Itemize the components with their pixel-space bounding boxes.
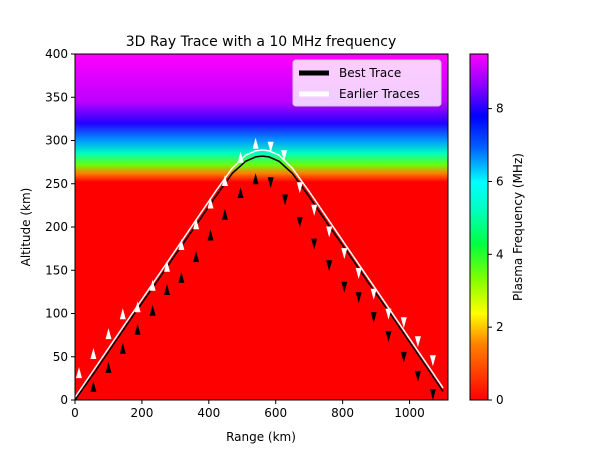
y-tick-label-0: 0 xyxy=(60,393,68,407)
black-marker-7 xyxy=(193,251,200,263)
black-marker-15 xyxy=(311,238,318,250)
black-marker-2 xyxy=(119,342,126,354)
x-tick-label-3: 600 xyxy=(264,406,287,420)
y-tick-label-7: 350 xyxy=(45,90,68,104)
white-marker-22 xyxy=(400,317,407,329)
white-marker-2 xyxy=(105,328,112,340)
y-tick-label-4: 200 xyxy=(45,220,68,234)
white-marker-21 xyxy=(385,308,392,320)
white-marker-3 xyxy=(119,308,126,320)
x-tick-label-2: 400 xyxy=(197,406,220,420)
x-axis-label: Range (km) xyxy=(226,430,296,444)
black-marker-14 xyxy=(296,216,303,228)
white-marker-4 xyxy=(134,301,141,313)
y-tick-label-6: 300 xyxy=(45,134,68,148)
series-line-0 xyxy=(75,155,444,400)
white-marker-14 xyxy=(281,150,288,162)
white-marker-24 xyxy=(429,355,436,367)
y-tick-label-3: 150 xyxy=(45,263,68,277)
colorbar-tick-label-2: 4 xyxy=(496,247,504,261)
colorbar-tick-label-4: 8 xyxy=(496,102,504,116)
black-marker-16 xyxy=(326,260,333,272)
white-marker-1 xyxy=(90,348,97,359)
x-tick-label-0: 0 xyxy=(71,406,79,420)
x-tick-label-5: 1000 xyxy=(394,406,425,420)
colorbar-tick-label-1: 2 xyxy=(496,320,504,334)
x-axis: 0 200 400 600 800 1000 xyxy=(71,400,425,420)
colorbar-tick-label-3: 6 xyxy=(496,174,504,188)
colorbar-ticks: 0 2 4 6 8 xyxy=(488,102,504,407)
white-marker-11 xyxy=(237,151,244,163)
colorbar-label: Plasma Frequency (MHz) xyxy=(511,153,525,301)
black-marker-8 xyxy=(207,229,214,241)
legend-label-earlier: Earlier Traces xyxy=(339,87,420,101)
legend: Best Trace Earlier Traces xyxy=(292,59,442,107)
black-marker-3 xyxy=(134,323,141,335)
white-marker-20 xyxy=(370,288,377,300)
white-marker-8 xyxy=(193,218,200,230)
white-marker-17 xyxy=(326,226,333,238)
black-marker-0 xyxy=(90,380,97,392)
plasma-field xyxy=(75,54,448,400)
black-marker-11 xyxy=(252,173,259,185)
black-marker-10 xyxy=(237,187,244,199)
black-marker-5 xyxy=(164,284,170,295)
black-marker-20 xyxy=(385,331,392,343)
black-marker-9 xyxy=(221,208,228,220)
white-marker-12 xyxy=(252,137,259,149)
legend-box xyxy=(292,59,442,107)
white-marker-7 xyxy=(178,239,185,250)
y-tick-label-8: 400 xyxy=(45,47,68,61)
white-marker-6 xyxy=(164,260,170,272)
black-marker-21 xyxy=(400,351,407,363)
black-marker-17 xyxy=(341,281,348,293)
marker-group xyxy=(76,137,436,400)
white-marker-13 xyxy=(267,141,274,153)
white-marker-16 xyxy=(311,204,318,216)
white-marker-19 xyxy=(355,268,362,279)
white-marker-10 xyxy=(221,175,228,186)
x-tick-label-1: 200 xyxy=(130,406,153,420)
black-marker-6 xyxy=(178,271,185,283)
y-tick-label-5: 250 xyxy=(45,177,68,191)
white-marker-5 xyxy=(149,279,156,291)
white-marker-23 xyxy=(414,336,421,348)
x-tick-label-4: 800 xyxy=(331,406,354,420)
black-marker-1 xyxy=(105,361,112,373)
black-marker-22 xyxy=(414,370,421,382)
y-axis-label: Altitude (km) xyxy=(19,188,33,267)
black-marker-13 xyxy=(282,194,289,206)
black-marker-19 xyxy=(370,312,377,324)
y-axis: 0 50 100 150 200 250 300 350 400 xyxy=(45,47,75,407)
black-marker-23 xyxy=(429,389,436,400)
colorbar xyxy=(469,53,489,401)
white-marker-0 xyxy=(76,367,82,379)
white-marker-9 xyxy=(207,197,214,209)
y-tick-label-2: 100 xyxy=(45,307,68,321)
chart-title: 3D Ray Trace with a 10 MHz frequency xyxy=(126,34,397,50)
black-marker-18 xyxy=(355,292,362,304)
white-marker-15 xyxy=(296,182,303,194)
white-marker-18 xyxy=(341,248,348,260)
legend-label-best: Best Trace xyxy=(339,66,401,80)
black-marker-12 xyxy=(267,177,274,189)
y-tick-label-1: 50 xyxy=(53,350,68,364)
black-marker-4 xyxy=(149,304,156,316)
colorbar-tick-label-0: 0 xyxy=(496,393,504,407)
